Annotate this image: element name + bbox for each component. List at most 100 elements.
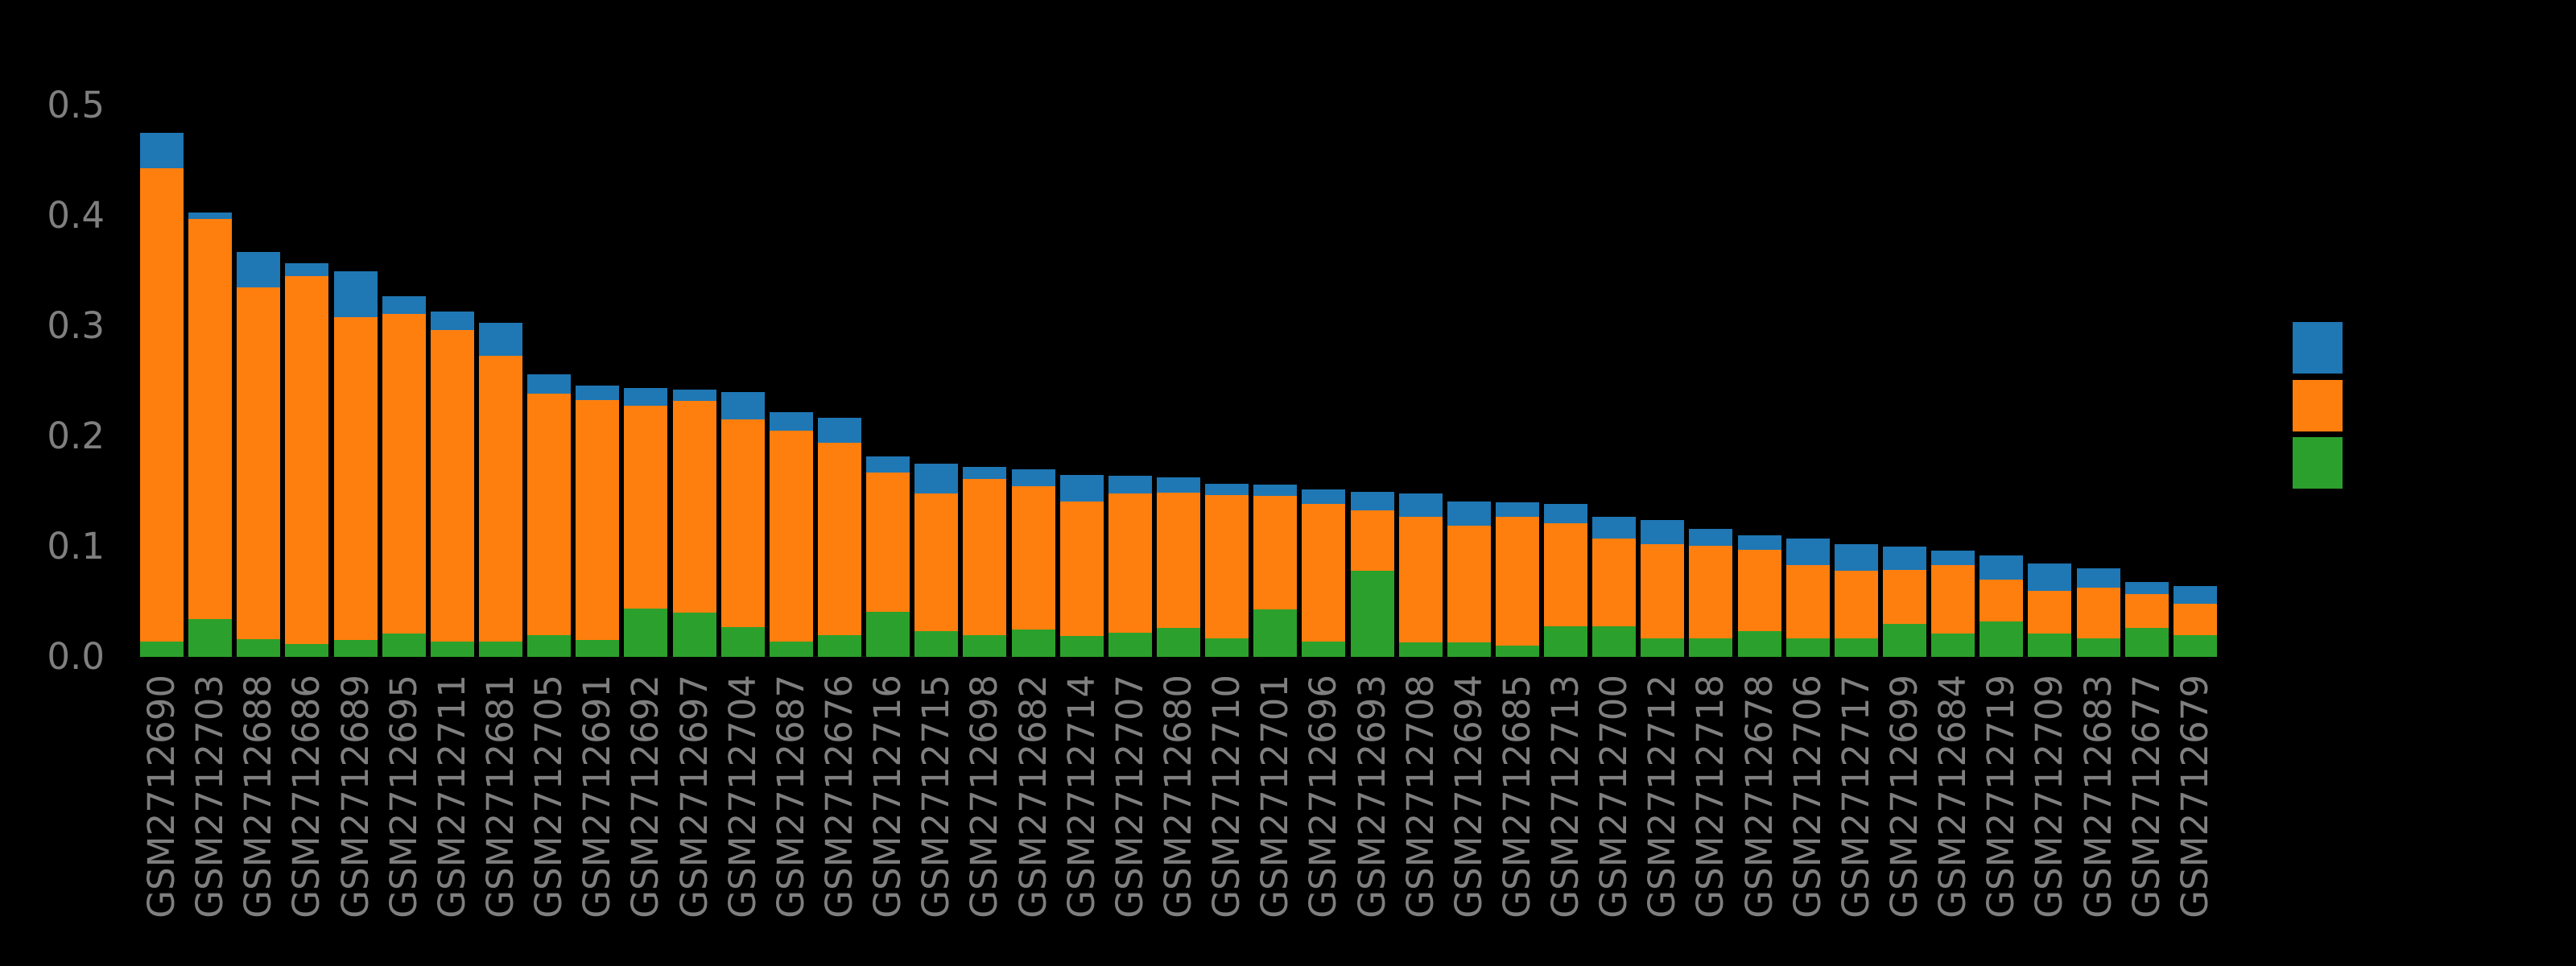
bar-segment-orange (720, 419, 765, 627)
x-tick-label: GSM2712680 (1156, 675, 1199, 919)
bar-segment-green (1737, 631, 1781, 657)
bar-segment-green (2076, 638, 2120, 657)
x-tick-label: GSM2712715 (914, 675, 958, 919)
x-tick-label: GSM2712677 (2124, 675, 2168, 919)
bar-segment-orange (1737, 550, 1781, 632)
bar-segment-orange (237, 287, 281, 640)
bar-segment-blue (188, 212, 233, 220)
bar-segment-green (1592, 625, 1637, 657)
x-tick-label: GSM2712695 (382, 675, 425, 919)
x-tick-label: GSM2712708 (1398, 675, 1442, 919)
bar-segment-green (1011, 629, 1055, 657)
bar-segment-green (333, 640, 378, 657)
x-tick-label: GSM2712678 (1737, 675, 1781, 919)
x-tick-label: GSM2712697 (672, 675, 716, 919)
bar-segment-orange (1689, 545, 1733, 638)
bar-segment-green (1883, 623, 1927, 657)
bar-segment-orange (1011, 485, 1055, 630)
x-tick-label: GSM2712685 (1495, 675, 1538, 919)
bar-segment-blue (478, 322, 522, 356)
bar-segment-green (672, 613, 716, 657)
bar-segment-blue (672, 390, 716, 402)
bar-segment-green (1398, 642, 1443, 657)
bar-segment-green (1689, 638, 1733, 657)
y-tick-label: 0.5 (47, 84, 105, 126)
bar-segment-orange (1350, 510, 1394, 572)
bar-segment-orange (527, 393, 572, 635)
x-tick-label: GSM2712691 (576, 675, 619, 919)
x-tick-label: GSM2712704 (720, 675, 764, 919)
x-tick-label: GSM2712688 (237, 675, 280, 919)
y-tick-label: 0.0 (47, 635, 105, 678)
bar-segment-blue (1350, 491, 1394, 510)
bar-segment-blue (285, 262, 329, 277)
bar-segment-orange (1931, 565, 1975, 634)
bar-segment-blue (333, 270, 378, 318)
bar-segment-blue (720, 392, 765, 420)
bar-segment-blue (2028, 563, 2072, 591)
x-tick-label: GSM2712684 (1931, 675, 1975, 919)
x-tick-label: GSM2712711 (430, 675, 473, 919)
x-tick-label: GSM2712706 (1785, 675, 1829, 919)
y-tick-label: 0.2 (47, 415, 105, 457)
x-tick-label: GSM2712707 (1108, 675, 1151, 919)
bar-segment-blue (914, 464, 959, 494)
bar-segment-orange (1785, 565, 1830, 638)
x-tick-label: GSM2712700 (1592, 675, 1636, 919)
bar-segment-blue (1931, 551, 1975, 566)
bar-segment-green (140, 641, 184, 657)
bar-segment-orange (382, 313, 426, 634)
bar-segment-green (478, 641, 522, 657)
bar-segment-green (1641, 638, 1685, 657)
bar-segment-green (2124, 628, 2169, 657)
bar-segment-orange (1592, 539, 1637, 626)
x-tick-label: GSM2712709 (2028, 675, 2071, 919)
bar-segment-orange (478, 355, 522, 642)
bar-segment-green (1156, 628, 1200, 657)
bar-segment-orange (769, 431, 813, 642)
x-tick-label: GSM2712689 (333, 675, 377, 919)
bar-segment-green (285, 643, 329, 657)
bar-segment-blue (1447, 501, 1491, 526)
bar-segment-blue (2076, 568, 2120, 588)
bar-segment-orange (1205, 494, 1249, 638)
bar-segment-orange (963, 479, 1007, 635)
x-tick-label: GSM2712703 (188, 675, 232, 919)
x-tick-label: GSM2712694 (1447, 675, 1490, 919)
bar-segment-green (527, 634, 572, 657)
bar-segment-green (1350, 571, 1394, 657)
legend-swatch-green (2293, 437, 2343, 489)
bar-segment-orange (576, 399, 620, 641)
bar-segment-green (914, 631, 959, 657)
bar-segment-orange (1108, 493, 1152, 633)
x-tick-label: GSM2712705 (527, 675, 571, 919)
bar-segment-blue (1495, 502, 1539, 517)
bar-segment-green (430, 641, 474, 657)
bar-segment-blue (382, 296, 426, 314)
legend-swatch-orange (2293, 379, 2343, 431)
bar-segment-orange (430, 330, 474, 642)
bar-segment-green (1931, 634, 1975, 657)
bar-segment-blue (237, 252, 281, 288)
x-tick-label: GSM2712681 (478, 675, 522, 919)
bar-segment-orange (140, 168, 184, 642)
bar-segment-green (769, 641, 813, 657)
bar-segment-orange (817, 443, 861, 635)
bar-segment-blue (1544, 503, 1588, 524)
bar-segment-green (382, 634, 426, 657)
bar-segment-green (1785, 638, 1830, 657)
bar-segment-orange (1834, 571, 1878, 638)
bar-segment-orange (1495, 517, 1539, 646)
bar-segment-orange (1544, 523, 1588, 626)
bar-segment-orange (1641, 544, 1685, 638)
bar-segment-green (1979, 621, 2024, 657)
bar-segment-blue (140, 133, 184, 169)
bar-segment-orange (1059, 501, 1104, 636)
bar-segment-green (1108, 632, 1152, 657)
bar-segment-orange (2173, 604, 2217, 635)
x-tick-label: GSM2712696 (1302, 675, 1345, 919)
bar-segment-orange (333, 317, 378, 641)
bar-segment-orange (2076, 587, 2120, 638)
x-tick-label: GSM2712716 (866, 675, 910, 919)
